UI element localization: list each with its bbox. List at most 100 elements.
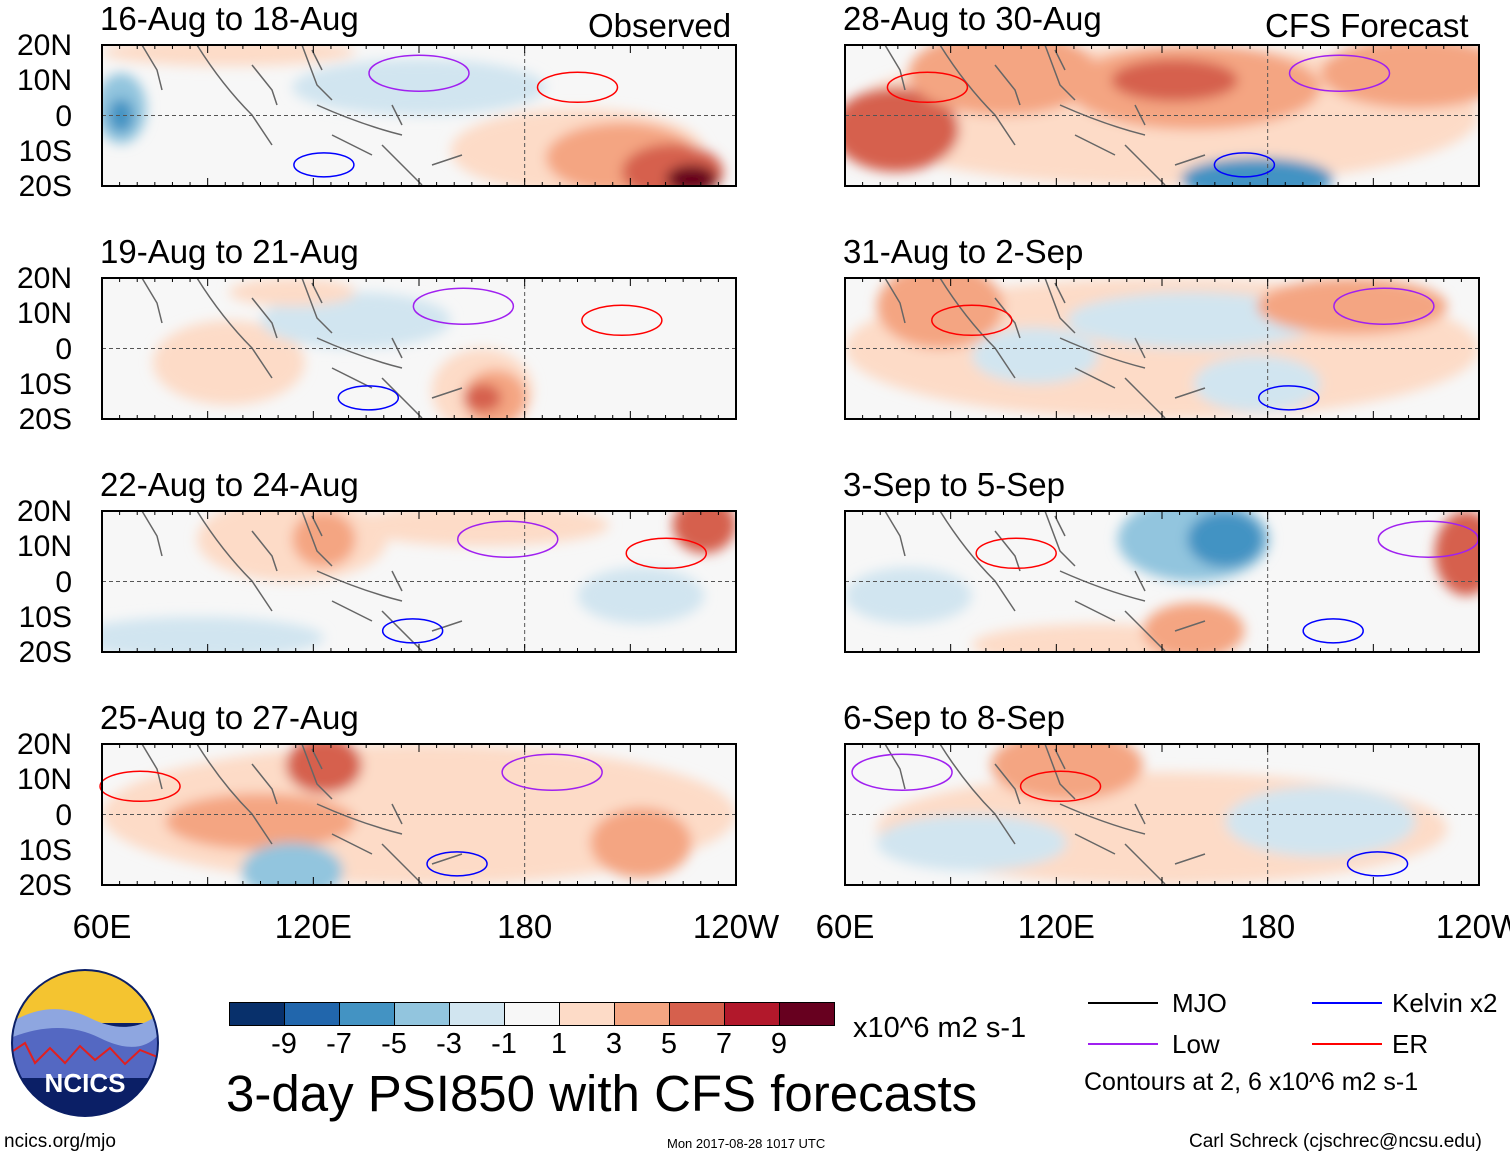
lat-label: 0 [55, 332, 72, 366]
lat-label: 10S [18, 833, 72, 867]
anomaly-shading [1187, 511, 1264, 568]
map-panel [101, 510, 737, 653]
legend-mjo-label: MJO [1172, 988, 1227, 1018]
colorbar-swatch [285, 1003, 340, 1025]
colorbar-tick: 9 [770, 1028, 788, 1060]
anomaly-shading [292, 59, 546, 116]
map-panel [844, 510, 1480, 653]
anomaly-shading [241, 842, 343, 885]
lat-label: 20N [16, 495, 72, 528]
panel-title: 3-Sep to 5-Sep [843, 466, 1065, 503]
lat-label: 20N [16, 728, 72, 761]
colorbar-swatch [340, 1003, 395, 1025]
lon-label: 120E [1017, 908, 1095, 945]
anomaly-shading [165, 793, 356, 850]
anomaly-shading [971, 327, 1099, 384]
map-panel [101, 44, 737, 187]
colorbar-units: x10^6 m2 s-1 [853, 1012, 1027, 1044]
panel-title: 25-Aug to 27-Aug [100, 699, 359, 736]
anomaly-shading [260, 292, 451, 349]
anomaly-shading [1320, 45, 1479, 109]
contour [293, 152, 355, 178]
footer-url[interactable]: ncics.org/mjo [4, 1131, 116, 1152]
contour [886, 71, 969, 104]
anomaly-shading [1257, 278, 1448, 335]
colorbar-swatch [230, 1003, 285, 1025]
contour [975, 537, 1057, 570]
colorbar-tick: -9 [271, 1028, 297, 1060]
anomaly-shading [1181, 157, 1334, 186]
forecast-header: CFS Forecast [1265, 7, 1469, 44]
contour [381, 618, 444, 644]
lat-label: 10S [18, 367, 72, 401]
colorbar-swatch [450, 1003, 505, 1025]
contour [501, 753, 603, 791]
lon-label: 120W [1435, 908, 1510, 945]
anomaly-shading [463, 383, 502, 412]
lon-label: 180 [497, 908, 553, 945]
contour [426, 851, 488, 877]
map-panel [844, 277, 1480, 420]
colorbar-swatch [780, 1003, 834, 1025]
map-panel [844, 743, 1480, 886]
panel-title: 28-Aug to 30-Aug [843, 0, 1102, 37]
panel-title: 22-Aug to 24-Aug [100, 466, 359, 503]
colorbar-tick: 3 [605, 1028, 623, 1060]
lon-label: 60E [72, 908, 132, 945]
anomaly-shading [102, 616, 324, 652]
panel-title: 16-Aug to 18-Aug [100, 0, 359, 37]
legend-contour-note: Contours at 2, 6 x10^6 m2 s-1 [1084, 1068, 1419, 1096]
anomaly-shading [1066, 292, 1321, 349]
anomaly-shading [152, 320, 305, 405]
contour [1333, 287, 1435, 325]
panel-title: 6-Sep to 8-Sep [843, 699, 1065, 736]
anomaly-shading [672, 511, 736, 554]
colorbar-tick: 1 [550, 1028, 568, 1060]
lat-label: 10N [16, 297, 72, 331]
contour [337, 385, 400, 411]
contour [368, 54, 470, 92]
contour [625, 537, 708, 570]
contour [412, 287, 515, 325]
legend-kelvin-line [1312, 1002, 1382, 1004]
anomaly-shading [355, 511, 610, 547]
lat-label: 20S [18, 170, 72, 203]
lat-label: 20N [16, 262, 72, 295]
colorbar-tick: -1 [491, 1028, 517, 1060]
anomaly-shading [1193, 355, 1321, 412]
legend-mjo-line [1088, 1002, 1158, 1004]
panel-title: 19-Aug to 21-Aug [100, 233, 359, 270]
lon-label: 120E [274, 908, 352, 945]
anomaly-shading [845, 567, 972, 624]
anomaly-shading [990, 744, 1143, 801]
lat-label: 10N [16, 763, 72, 797]
lon-label: 60E [815, 908, 875, 945]
anomaly-shading [876, 278, 1004, 349]
contour [581, 304, 663, 337]
ncics-logo: NCICS [11, 969, 159, 1117]
colorbar-tick: -7 [326, 1028, 352, 1060]
anomaly-shading [228, 278, 356, 307]
lon-label: 180 [1240, 908, 1296, 945]
lat-label: 10N [16, 64, 72, 98]
colorbar-swatch [670, 1003, 725, 1025]
colorbar-tick: 7 [715, 1028, 733, 1060]
anomaly-shading [1434, 511, 1479, 596]
lat-label: 20N [16, 29, 72, 62]
lat-label: 20S [18, 869, 72, 902]
colorbar-swatch [505, 1003, 560, 1025]
logo-text: NCICS [45, 1068, 126, 1098]
footer-timestamp: Mon 2017-08-28 1017 UTC [667, 1136, 826, 1151]
lat-label: 0 [55, 565, 72, 599]
lat-label: 10S [18, 600, 72, 634]
contour [1213, 152, 1276, 178]
colorbar-swatch [725, 1003, 780, 1025]
figure-title: 3-day PSI850 with CFS forecasts [226, 1065, 978, 1122]
anomaly-shading [876, 814, 1067, 871]
footer-credit: Carl Schreck (cjschrec@ncsu.edu) [1189, 1131, 1482, 1152]
contour [1346, 851, 1409, 877]
colorbar-swatch [615, 1003, 670, 1025]
colorbar-tick: 5 [660, 1028, 678, 1060]
lat-label: 20S [18, 636, 72, 669]
colorbar-swatch [395, 1003, 450, 1025]
